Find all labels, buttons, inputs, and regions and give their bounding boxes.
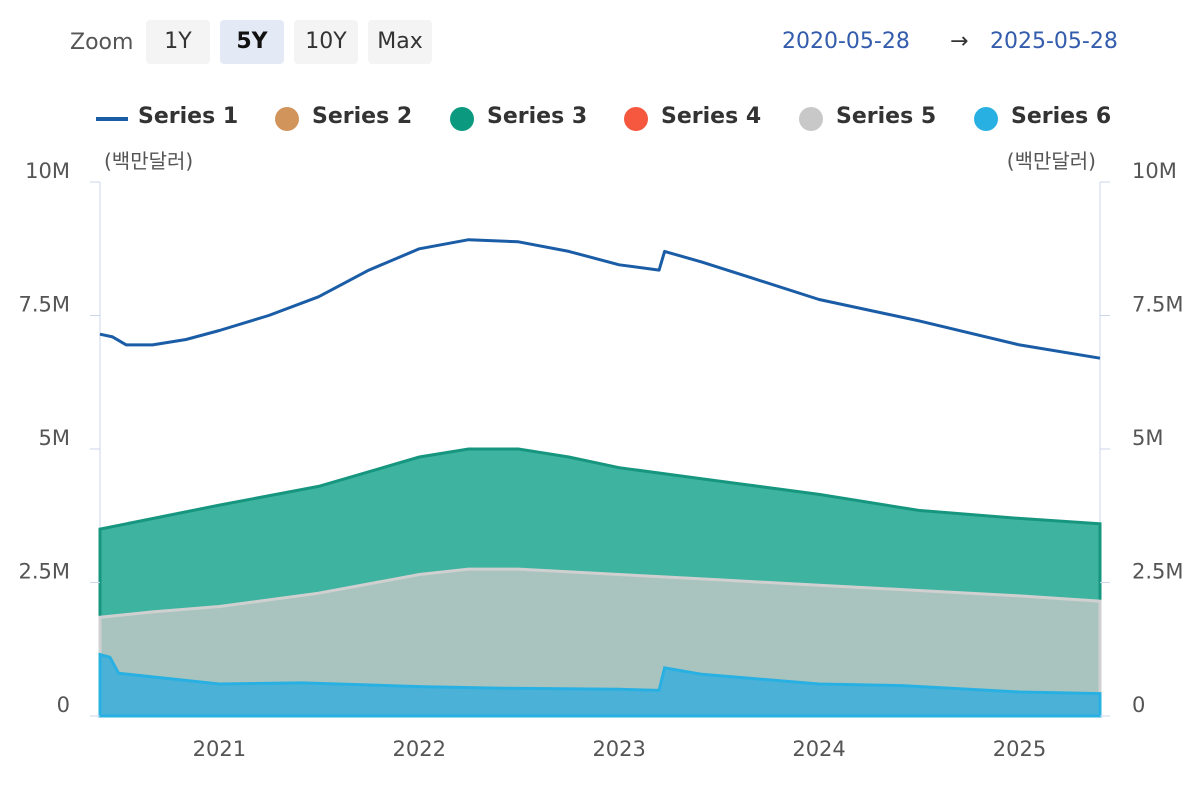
x-tick-label: 2025 bbox=[993, 737, 1046, 761]
series-1-line bbox=[99, 238, 1101, 360]
y-tick-label-left: 10M bbox=[25, 159, 70, 183]
x-tick-label: 2022 bbox=[393, 737, 446, 761]
legend-circle-marker bbox=[275, 107, 299, 131]
legend-item-series-3[interactable]: Series 3 bbox=[449, 102, 589, 136]
zoom-label: Zoom bbox=[70, 30, 134, 55]
legend-label: Series 1 bbox=[138, 104, 239, 129]
x-tick-label: 2021 bbox=[193, 737, 246, 761]
legend-item-series-5[interactable]: Series 5 bbox=[798, 102, 938, 136]
legend-circle-marker bbox=[974, 107, 998, 131]
x-tick-label: 2024 bbox=[792, 737, 845, 761]
zoom-5y-button[interactable]: 5Y bbox=[220, 20, 284, 64]
y-tick-label-left: 0 bbox=[57, 693, 70, 717]
chart-toolbar: Zoom 1Y 5Y 10Y Max 2020-05-28 → 2025-05-… bbox=[0, 0, 1200, 84]
legend-label: Series 3 bbox=[487, 104, 588, 129]
y-tick-label-right: 10M bbox=[1132, 159, 1177, 183]
range-arrow: → bbox=[950, 29, 969, 54]
legend-circle-marker bbox=[799, 107, 823, 131]
y-axis-unit-left: (백만달러) bbox=[104, 149, 193, 173]
zoom-1y-button[interactable]: 1Y bbox=[146, 20, 210, 64]
legend-label: Series 2 bbox=[312, 104, 413, 129]
y-tick-label-right: 5M bbox=[1132, 426, 1163, 450]
legend-label: Series 6 bbox=[1011, 104, 1112, 129]
legend-item-series-4[interactable]: Series 4 bbox=[623, 102, 763, 136]
legend-circle-marker bbox=[624, 107, 648, 131]
series-6-area bbox=[98, 652, 1102, 718]
legend-label: Series 4 bbox=[661, 104, 762, 129]
y-tick-label-right: 2.5M bbox=[1132, 560, 1184, 584]
y-tick-label-left: 2.5M bbox=[18, 560, 70, 584]
y-axis-unit-right: (백만달러) bbox=[1007, 149, 1096, 173]
legend-circle-marker bbox=[450, 107, 474, 131]
legend-item-series-2[interactable]: Series 2 bbox=[274, 102, 414, 136]
legend-item-series-1[interactable]: Series 1 bbox=[96, 102, 239, 136]
series-5-area bbox=[98, 567, 1102, 718]
x-tick-label: 2023 bbox=[592, 737, 645, 761]
zoom-max-button[interactable]: Max bbox=[368, 20, 432, 64]
legend-item-series-6[interactable]: Series 6 bbox=[973, 102, 1113, 136]
y-tick-label-right: 7.5M bbox=[1132, 293, 1184, 317]
legend-label: Series 5 bbox=[836, 104, 937, 129]
zoom-10y-button[interactable]: 10Y bbox=[294, 20, 358, 64]
y-tick-label-right: 0 bbox=[1132, 693, 1145, 717]
y-tick-label-left: 7.5M bbox=[18, 293, 70, 317]
y-tick-label-left: 5M bbox=[39, 426, 70, 450]
range-end-date[interactable]: 2025-05-28 bbox=[990, 29, 1118, 54]
legend-line-marker bbox=[96, 117, 128, 121]
range-start-date[interactable]: 2020-05-28 bbox=[782, 29, 910, 54]
